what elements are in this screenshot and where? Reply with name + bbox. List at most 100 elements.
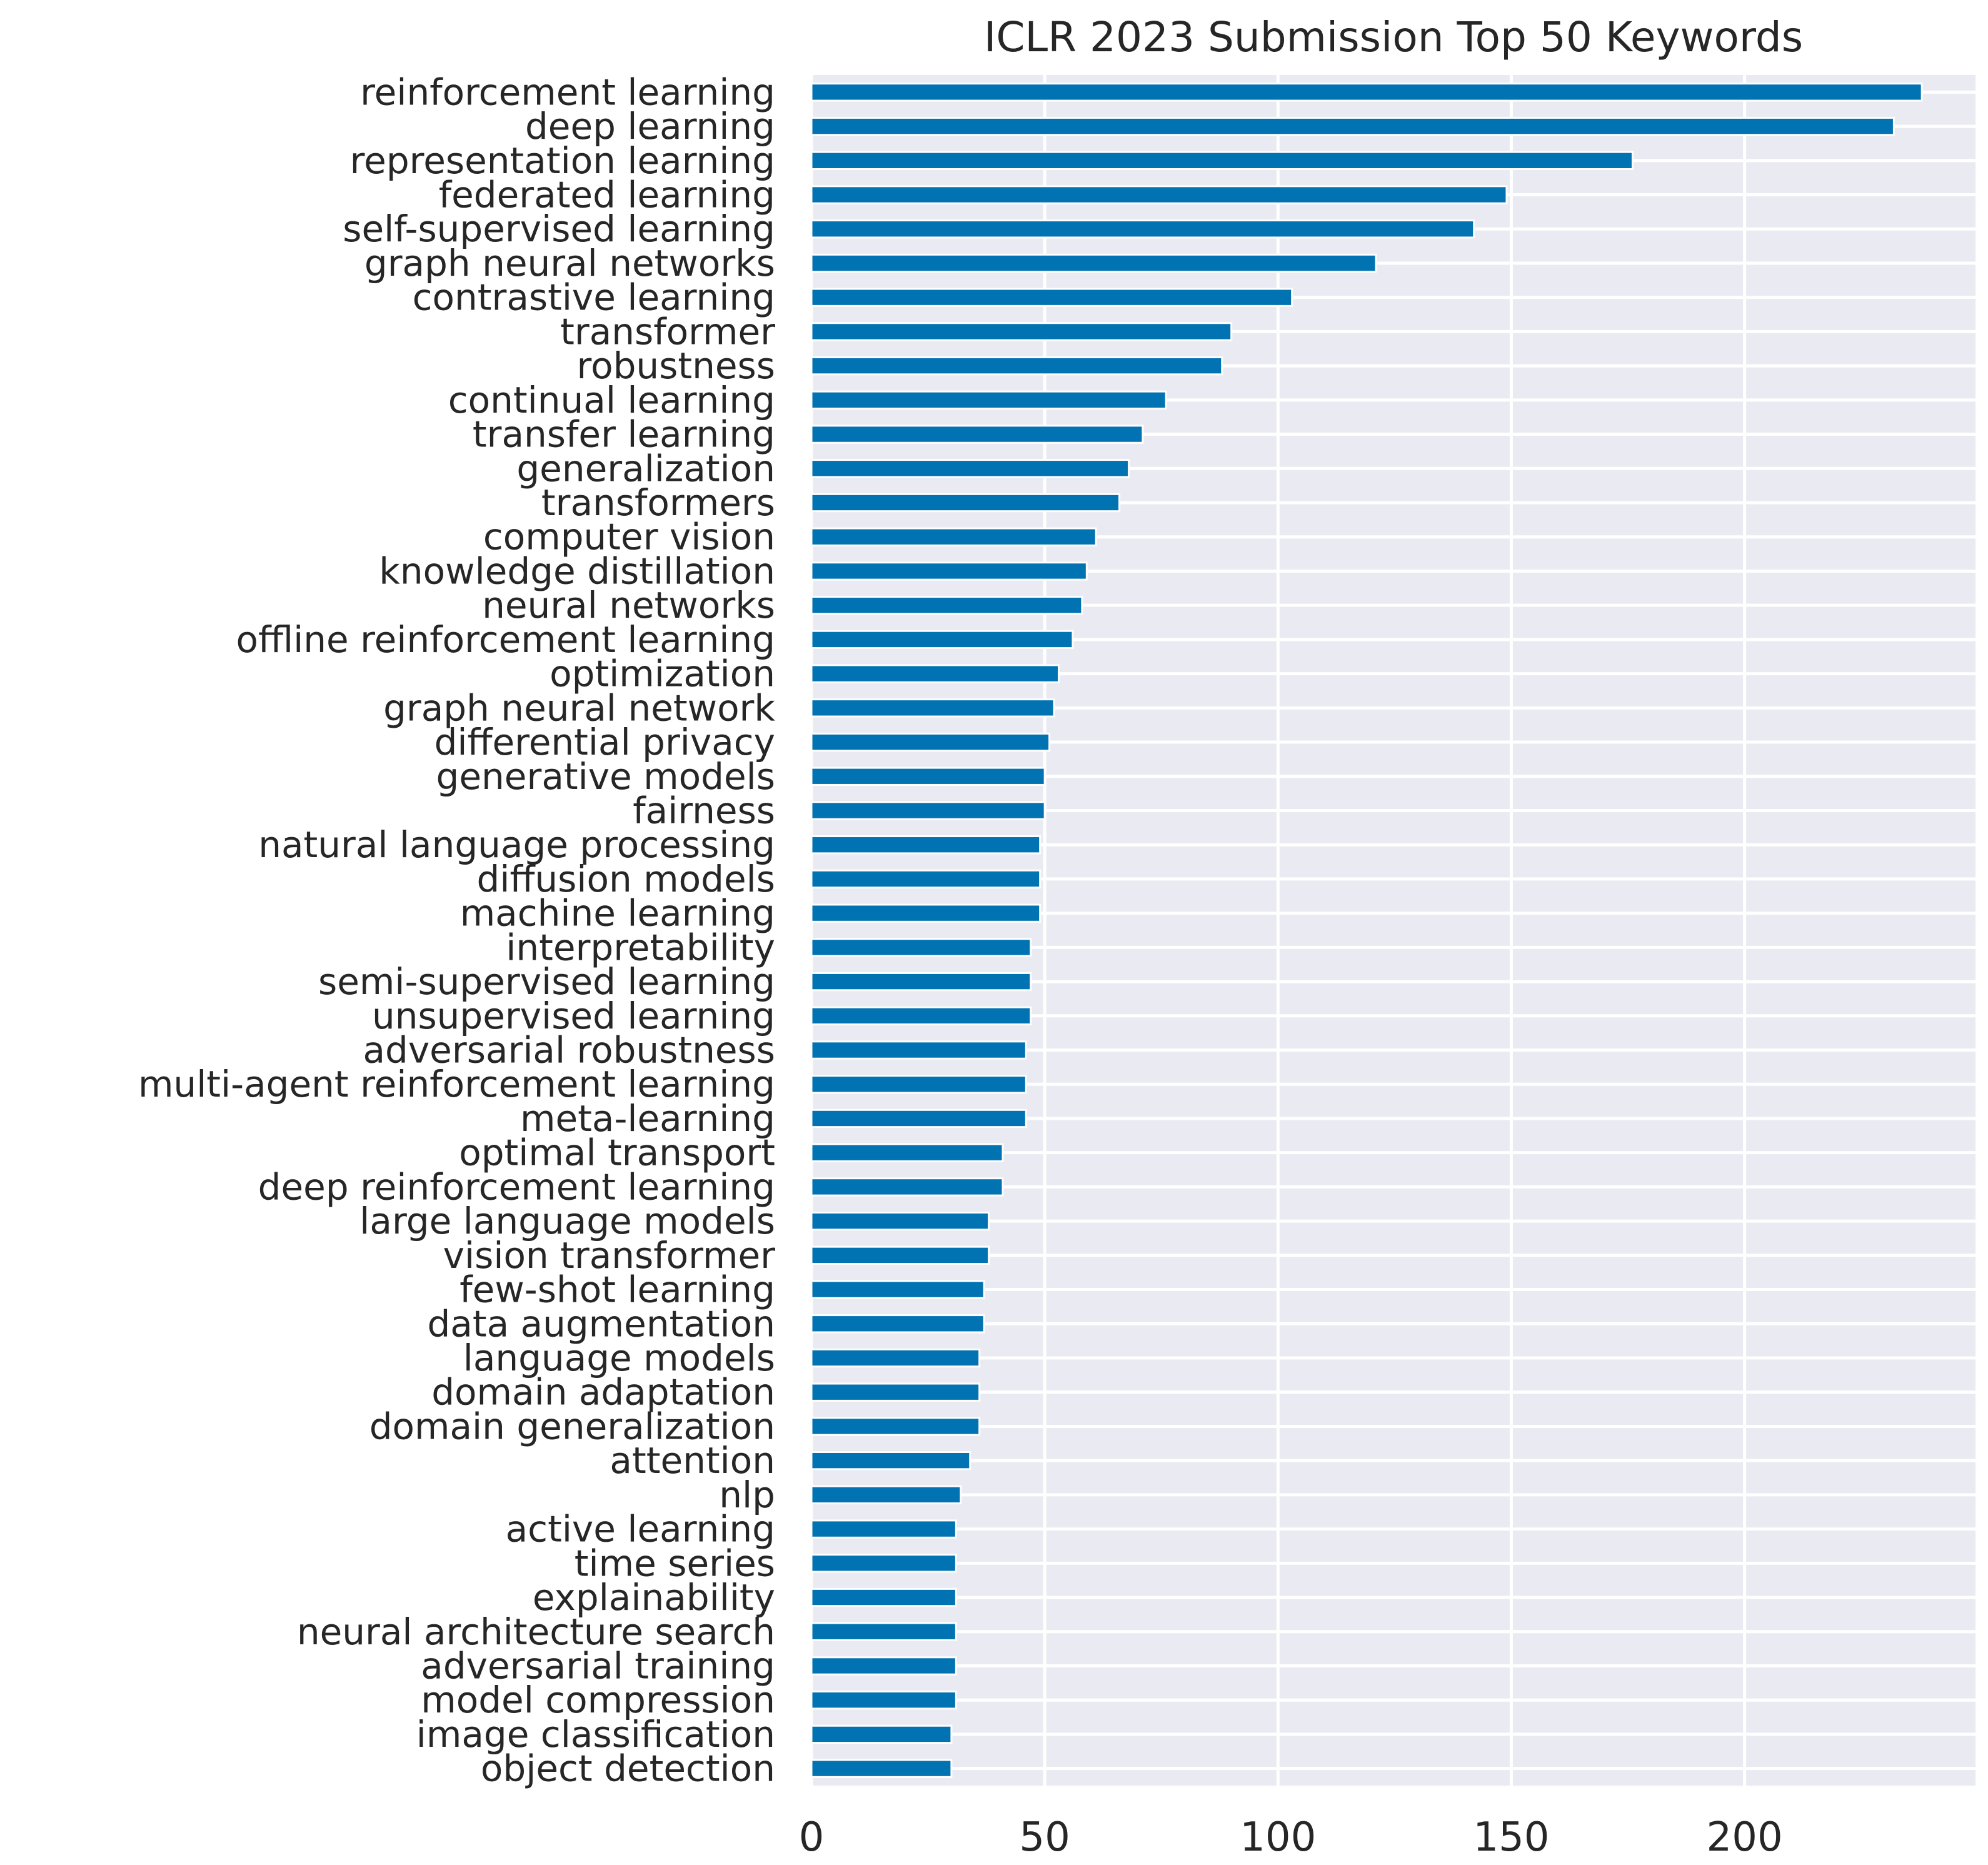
category-label: multi-agent reinforcement learning [138, 1063, 775, 1105]
bar [810, 561, 1088, 581]
bar [810, 1108, 1027, 1129]
category-label: diffusion models [477, 858, 775, 900]
category-label: transformer [560, 310, 775, 353]
chart-title: ICLR 2023 Submission Top 50 Keywords [984, 13, 1803, 61]
bar [810, 1724, 953, 1744]
category-label: meta-learning [520, 1097, 775, 1140]
bar [810, 595, 1083, 615]
category-label: contrastive learning [413, 276, 775, 319]
bar [810, 1177, 1004, 1197]
category-label: representation learning [350, 139, 775, 182]
bar [810, 1143, 1004, 1162]
x-tick-labels: 0 50 100 150 200 [799, 1814, 1783, 1861]
category-label: transfer learning [473, 413, 775, 456]
category-label: natural language processing [258, 823, 775, 866]
bar [810, 151, 1634, 170]
x-tick-label: 100 [1240, 1814, 1316, 1861]
bar [810, 356, 1223, 376]
bar [810, 459, 1130, 478]
bar [810, 83, 1923, 102]
category-label: knowledge distillation [379, 550, 775, 592]
category-label: fairness [633, 789, 775, 832]
category-label: offline reinforcement learning [236, 618, 775, 661]
bar [810, 288, 1293, 307]
category-label: data augmentation [427, 1302, 775, 1345]
bars [810, 83, 1923, 1778]
bar [810, 698, 1055, 718]
category-label: graph neural network [383, 686, 775, 729]
category-label: image classification [416, 1713, 775, 1756]
bar [810, 185, 1508, 204]
category-label: generative models [436, 755, 775, 798]
x-tick-label: 150 [1473, 1814, 1549, 1861]
category-label: transformers [541, 481, 775, 524]
x-tick-label: 200 [1707, 1814, 1783, 1861]
bar [810, 801, 1046, 820]
category-label: adversarial robustness [363, 1029, 776, 1072]
bar [810, 767, 1046, 786]
bar [810, 664, 1060, 683]
bar [810, 1348, 981, 1368]
bar [810, 1314, 985, 1334]
category-label: adversarial training [421, 1644, 775, 1687]
category-label: active learning [506, 1508, 775, 1551]
bar [810, 1382, 981, 1402]
category-label: domain adaptation [431, 1371, 775, 1414]
bar [810, 630, 1074, 650]
category-label: deep learning [525, 105, 775, 148]
bar [810, 1485, 962, 1505]
bar [810, 1554, 957, 1573]
category-label: model compression [421, 1679, 775, 1721]
category-label: domain generalization [369, 1405, 775, 1447]
category-label: optimal transport [459, 1132, 775, 1174]
category-label: neural architecture search [297, 1611, 775, 1653]
bar [810, 1211, 990, 1231]
x-tick-label: 0 [799, 1814, 825, 1861]
bar [810, 493, 1121, 513]
category-label: few-shot learning [459, 1269, 775, 1311]
category-label: optimization [550, 653, 775, 695]
bar [810, 835, 1042, 855]
category-label: semi-supervised learning [318, 960, 775, 1003]
category-label: unsupervised learning [372, 995, 775, 1037]
x-tick-label: 50 [1019, 1814, 1070, 1861]
category-label: federated learning [439, 174, 775, 216]
bar [810, 1280, 985, 1299]
category-label: reinforcement learning [360, 71, 775, 113]
bar [810, 219, 1475, 239]
category-label: generalization [516, 447, 775, 490]
category-label: computer vision [483, 516, 775, 558]
category-label: vision transformer [443, 1234, 775, 1277]
bar [810, 1245, 990, 1265]
category-label: differential privacy [434, 721, 775, 763]
category-label: attention [610, 1439, 775, 1482]
category-label: explainability [533, 1576, 775, 1619]
bar [810, 322, 1233, 341]
category-label: deep reinforcement learning [258, 1165, 775, 1208]
bar [810, 253, 1377, 273]
bar [810, 1040, 1027, 1060]
bar [810, 732, 1051, 752]
bar [810, 1759, 953, 1778]
category-label: object detection [481, 1747, 775, 1790]
bar [810, 1656, 957, 1676]
bar [810, 869, 1042, 889]
category-label: large language models [359, 1200, 775, 1242]
bar [810, 425, 1144, 444]
bar [810, 1450, 971, 1470]
bar [810, 390, 1167, 410]
category-label: continual learning [448, 379, 775, 421]
bar [810, 116, 1895, 136]
bar [810, 1075, 1027, 1094]
bar [810, 903, 1042, 923]
bar [810, 1622, 957, 1641]
bar [810, 1417, 981, 1436]
bar [810, 1006, 1032, 1025]
category-label: self-supervised learning [343, 208, 775, 250]
bar [810, 1519, 957, 1539]
category-label: graph neural networks [364, 242, 775, 284]
bar [810, 1587, 957, 1607]
